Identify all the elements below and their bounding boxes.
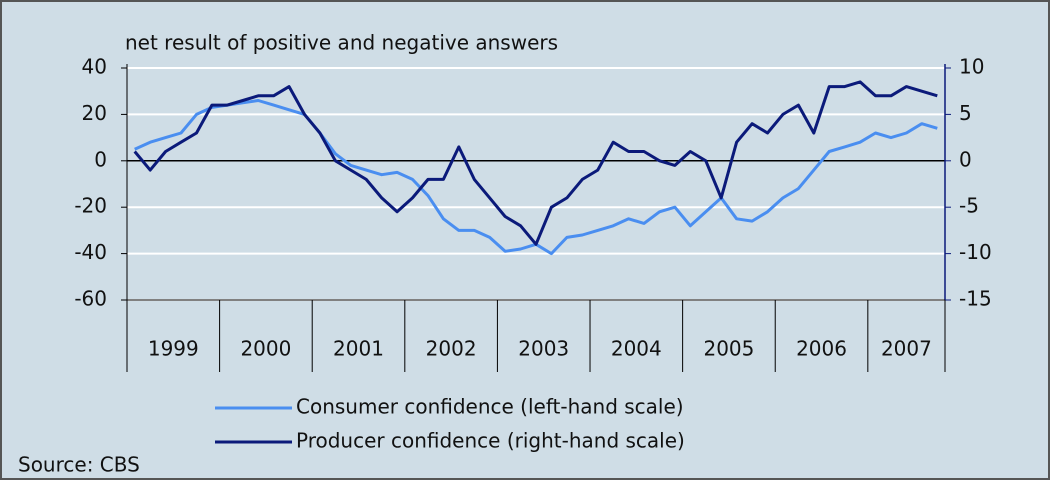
x-tick-label: 2001 bbox=[333, 337, 384, 361]
x-tick-label: 2000 bbox=[240, 337, 291, 361]
x-tick-label: 2003 bbox=[518, 337, 569, 361]
y2-tick-label: -15 bbox=[959, 287, 992, 311]
y2-tick-label: -10 bbox=[959, 240, 992, 264]
y-tick-label: -20 bbox=[74, 194, 107, 218]
y-tick-label: 0 bbox=[94, 147, 107, 171]
x-tick-label: 2005 bbox=[703, 337, 754, 361]
series-line bbox=[133, 80, 938, 246]
y-tick-label: -40 bbox=[74, 240, 107, 264]
x-tick-label: 2006 bbox=[796, 337, 847, 361]
y2-tick-label: 5 bbox=[959, 101, 972, 125]
y-tick-label: 40 bbox=[82, 55, 107, 79]
chart-title: net result of positive and negative answ… bbox=[125, 31, 558, 55]
y2-tick-label: -5 bbox=[959, 194, 979, 218]
y-tick-label: -60 bbox=[74, 287, 107, 311]
y2-tick-label: 0 bbox=[959, 147, 972, 171]
x-tick-label: 2007 bbox=[881, 337, 932, 361]
legend-label: Producer confidence (right-hand scale) bbox=[296, 429, 685, 453]
y2-tick-label: 10 bbox=[959, 55, 984, 79]
x-tick-label: 2004 bbox=[611, 337, 662, 361]
y-tick-label: 20 bbox=[82, 101, 107, 125]
x-tick-label: 2002 bbox=[426, 337, 477, 361]
x-tick-label: 1999 bbox=[148, 337, 199, 361]
source: Source: CBS bbox=[18, 453, 140, 477]
legend-label: Consumer confidence (left-hand scale) bbox=[296, 395, 684, 419]
